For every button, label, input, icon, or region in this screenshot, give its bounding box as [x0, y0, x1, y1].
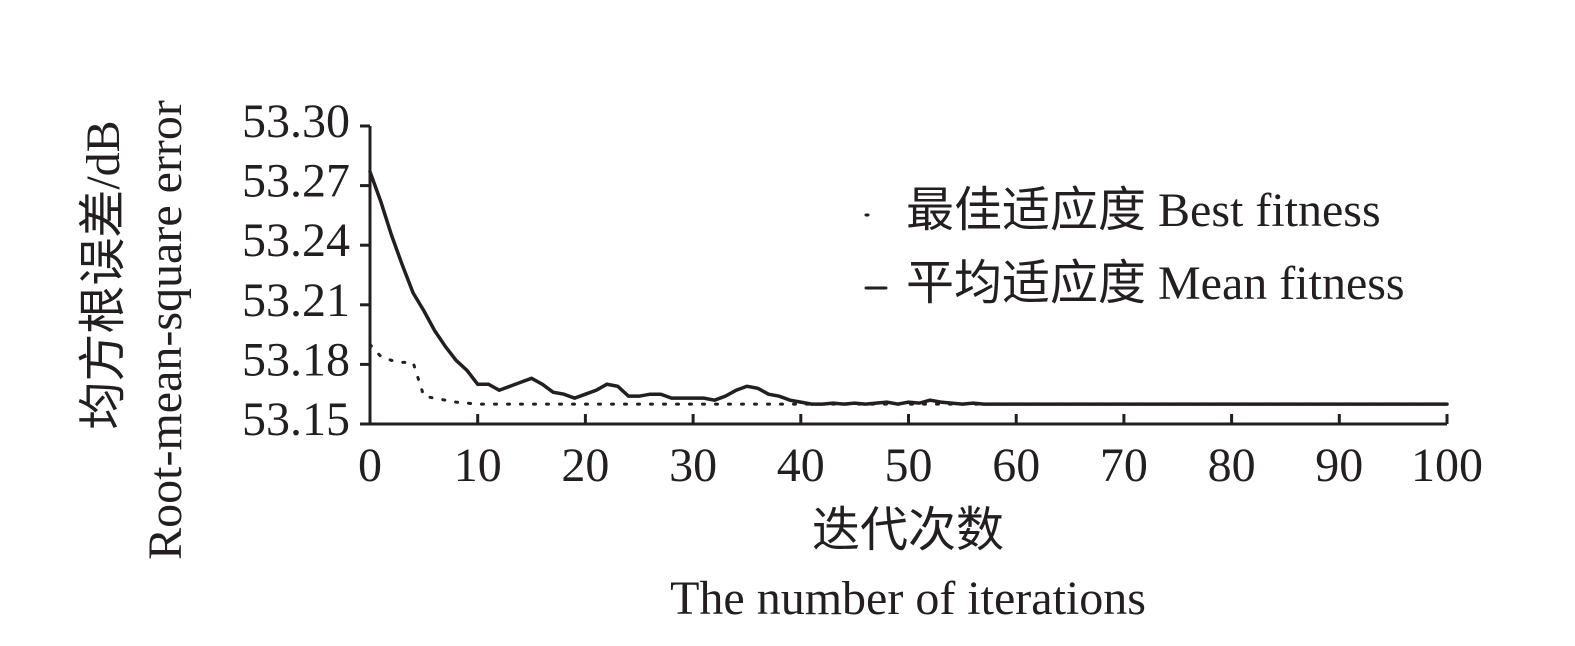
x-tick-label: 90 [1315, 439, 1363, 492]
y-tick-label: 53.15 [242, 393, 350, 446]
x-tick-label: 40 [777, 439, 825, 492]
y-tick-label: 53.21 [242, 274, 350, 327]
legend-label: 最佳适应度 Best fitness [906, 184, 1381, 237]
y-axis-label: Root-mean-square error [139, 100, 192, 560]
data-line [368, 343, 1449, 406]
x-axis-label: 迭代次数 [812, 504, 1004, 557]
y-tick-label: 53.30 [242, 95, 350, 148]
x-tick-label: 60 [992, 439, 1040, 492]
y-tick-label: 53.18 [242, 333, 350, 386]
legend-label: 平均适应度 Mean fitness [906, 257, 1405, 310]
data-line [368, 169, 1449, 406]
y-tick-label: 53.24 [242, 214, 350, 267]
x-tick-label: 30 [669, 439, 717, 492]
x-tick-label: 10 [454, 439, 502, 492]
x-tick-label: 50 [885, 439, 933, 492]
x-tick-label: 0 [358, 439, 382, 492]
x-axis-label: The number of iterations [670, 572, 1146, 625]
y-tick-label: 53.27 [242, 155, 350, 208]
x-tick-label: 80 [1208, 439, 1256, 492]
x-tick-label: 70 [1100, 439, 1148, 492]
x-tick-label: 20 [561, 439, 609, 492]
y-axis-label: 均方根误差/dB [77, 120, 130, 429]
x-tick-label: 100 [1411, 439, 1483, 492]
